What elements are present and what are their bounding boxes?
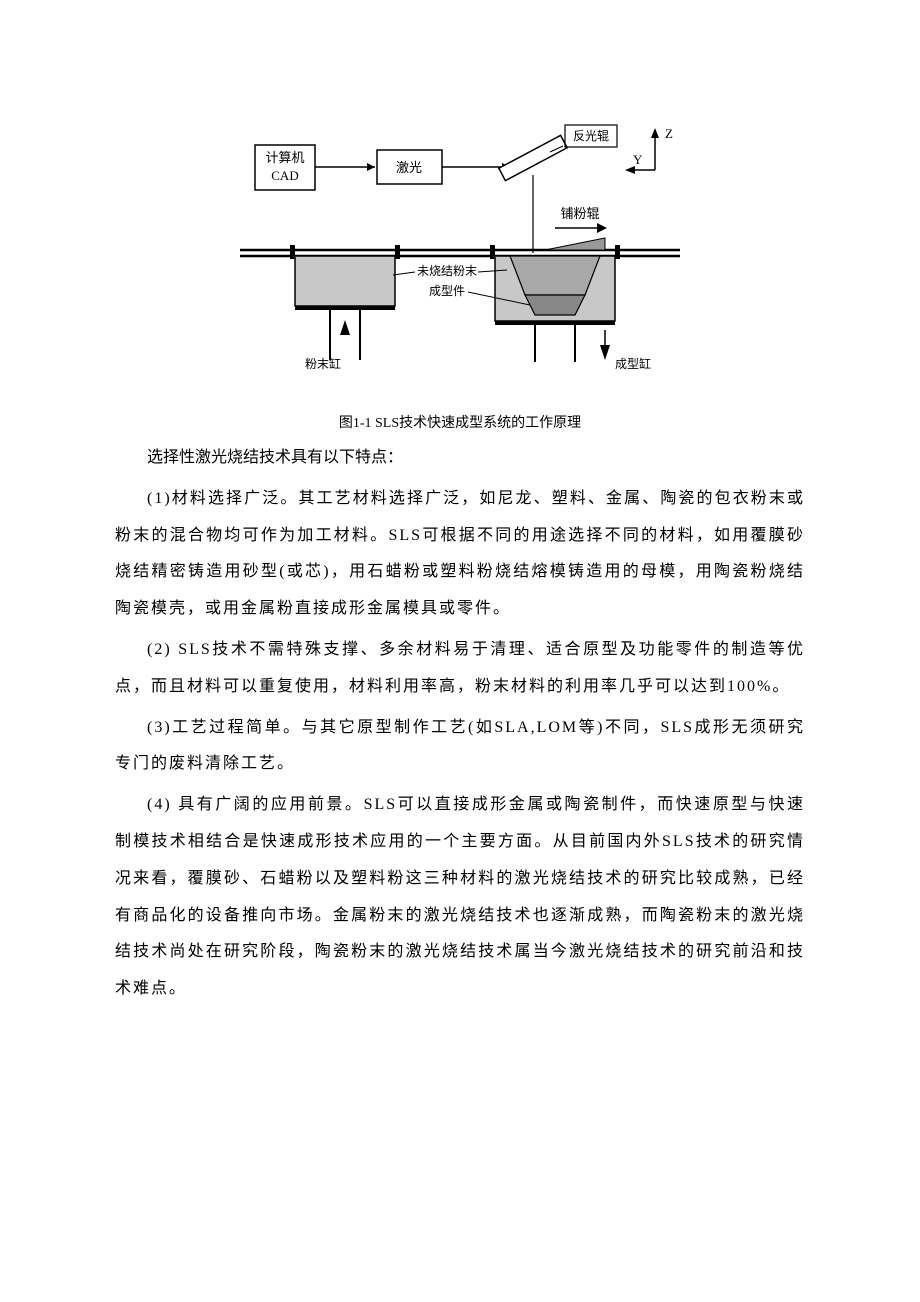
cad-top-label: 计算机 — [265, 150, 304, 165]
paragraph-3: (3)工艺过程简单。与其它原型制作工艺(如SLA,LOM等)不同，SLS成形无须… — [115, 710, 805, 784]
laser-label: 激光 — [396, 160, 422, 175]
axis-y-label: Y — [633, 152, 643, 167]
paragraph-4: (4) 具有广阔的应用前景。SLS可以直接成形金属或陶瓷制件，而快速原型与快速制… — [115, 787, 805, 1008]
roller-label: 铺粉辊 — [560, 206, 599, 221]
paragraph-1: (1)材料选择广泛。其工艺材料选择广泛，如尼龙、塑料、金属、陶瓷的包衣粉末或粉末… — [115, 481, 805, 628]
figure-container: 计算机 CAD 激光 反光辊 Z Y 铺粉辊 — [115, 120, 805, 400]
unsintered-label: 未烧结粉末 — [417, 264, 477, 278]
figure-caption: 图1-1 SLS技术快速成型系统的工作原理 — [115, 412, 805, 432]
powder-cyl-label: 粉末缸 — [305, 356, 341, 371]
forming-cyl-label: 成型缸 — [615, 356, 651, 371]
axis-z-label: Z — [665, 126, 673, 141]
paragraph-2: (2) SLS技术不需特殊支撑、多余材料易于清理、适合原型及功能零件的制造等优点… — [115, 632, 805, 706]
mirror-label: 反光辊 — [573, 129, 609, 143]
intro-text: 选择性激光烧结技术具有以下特点： — [115, 440, 805, 477]
cad-bottom-label: CAD — [271, 168, 298, 183]
sls-diagram: 计算机 CAD 激光 反光辊 Z Y 铺粉辊 — [235, 120, 685, 400]
molded-label: 成型件 — [429, 284, 465, 298]
